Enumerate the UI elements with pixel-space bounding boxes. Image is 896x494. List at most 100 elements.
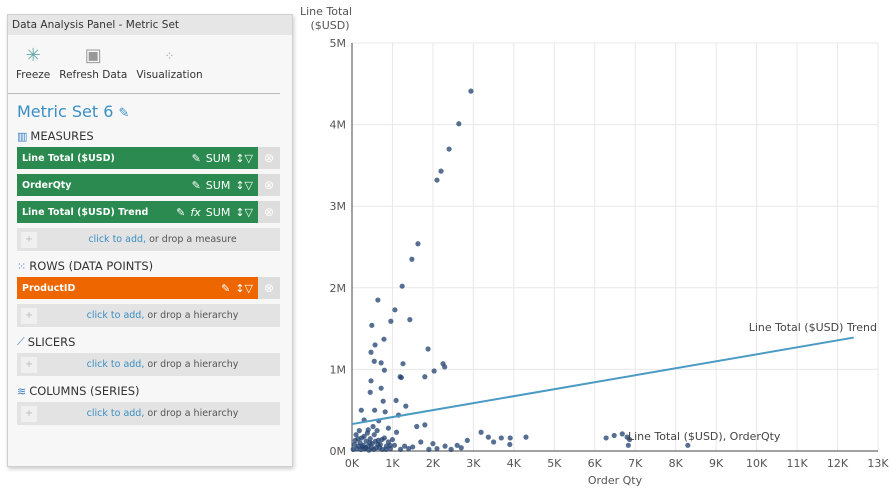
aggregation-label[interactable]: SUM (205, 151, 231, 165)
data-point (367, 436, 373, 442)
data-point (491, 439, 497, 445)
add-measure[interactable]: + click to add, or drop a measure (17, 228, 280, 251)
refresh-label: Refresh Data (59, 69, 128, 81)
scatter-icon: ⁘ (164, 49, 175, 63)
sort-filter-icon[interactable]: ↕▽ (235, 178, 253, 192)
data-point (379, 446, 385, 452)
data-point (438, 168, 444, 174)
data-point (440, 361, 446, 367)
add-slicer[interactable]: + click to add, or drop a hierarchy (17, 353, 280, 376)
freeze-button[interactable]: ✳ Freeze (16, 43, 50, 93)
pencil-icon[interactable]: ✎ (191, 178, 201, 192)
add-hint: or drop a hierarchy (144, 408, 239, 419)
data-point (383, 446, 389, 452)
sort-filter-icon[interactable]: ↕▽ (235, 281, 253, 295)
data-point (366, 447, 372, 453)
pencil-icon[interactable]: ✎ (221, 281, 231, 295)
data-point (418, 439, 424, 445)
remove-icon[interactable]: ⊗ (258, 201, 280, 223)
data-point (371, 432, 377, 438)
refresh-data-button[interactable]: ▣ Refresh Data (59, 43, 127, 93)
refresh-icon: ▣ (84, 45, 102, 66)
data-point (387, 445, 394, 452)
data-point (410, 444, 416, 450)
data-point (375, 437, 381, 443)
measure-chip[interactable]: Line Total ($USD) Trend ✎ fx SUM ↕▽ ⊗ (17, 201, 280, 223)
row-chip-productid[interactable]: ProductID ✎ ↕▽ ⊗ (17, 277, 280, 299)
data-point (371, 446, 377, 452)
visualization-label: Visualization (136, 69, 203, 81)
add-row[interactable]: + click to add, or drop a hierarchy (17, 304, 280, 327)
data-point (619, 431, 625, 437)
data-point (464, 437, 470, 443)
x-tick-label: 2K (426, 457, 441, 470)
data-point (370, 423, 376, 430)
slicers-heading: SLICERS (27, 335, 76, 349)
data-point (371, 358, 377, 364)
data-point (387, 442, 393, 448)
data-point (456, 121, 462, 127)
data-point (442, 443, 448, 449)
data-point (430, 441, 436, 447)
data-point (365, 443, 371, 449)
edit-icon[interactable]: ✎ (118, 106, 130, 121)
data-point (392, 307, 398, 313)
pencil-icon[interactable]: ✎ (191, 151, 201, 165)
data-point (409, 256, 415, 262)
data-point (364, 430, 370, 436)
data-point (351, 441, 358, 448)
data-point (385, 425, 392, 431)
data-point (406, 445, 412, 452)
data-point (425, 346, 431, 352)
slicer-icon: ⟋ (17, 335, 25, 348)
trend-label: Line Total ($USD) Trend (749, 321, 877, 334)
data-point (361, 417, 367, 423)
data-point (369, 322, 375, 328)
panel-title: Data Analysis Panel - Metric Set (8, 15, 292, 35)
visualization-button[interactable]: ⁘ Visualization (136, 43, 202, 93)
add-link[interactable]: click to add, (86, 359, 145, 370)
y-tick-label: 1M (330, 363, 347, 376)
data-point (385, 439, 392, 445)
fx-icon[interactable]: fx (190, 205, 201, 219)
measure-chip[interactable]: Line Total ($USD) ✎ SUM ↕▽ ⊗ (17, 147, 280, 169)
aggregation-label[interactable]: SUM (205, 205, 231, 219)
remove-icon[interactable]: ⊗ (258, 147, 280, 169)
add-link[interactable]: click to add, (86, 408, 145, 419)
data-point (367, 440, 373, 446)
aggregation-label[interactable]: SUM (205, 178, 231, 192)
data-point (422, 374, 428, 380)
sort-filter-icon[interactable]: ↕▽ (235, 205, 253, 219)
sort-filter-icon[interactable]: ↕▽ (235, 151, 253, 165)
add-column[interactable]: + click to add, or drop a hierarchy (17, 402, 280, 425)
data-point (523, 434, 529, 440)
data-point (359, 444, 365, 450)
data-point (454, 442, 460, 448)
data-point (350, 446, 356, 452)
data-point (626, 436, 633, 443)
metric-set-title[interactable]: Metric Set 6 ✎ (8, 94, 292, 121)
data-point (368, 378, 374, 384)
data-point (426, 446, 432, 452)
measure-chip[interactable]: OrderQty ✎ SUM ↕▽ ⊗ (17, 174, 280, 196)
add-link[interactable]: click to add, (86, 310, 145, 321)
pencil-icon[interactable]: ✎ (176, 205, 186, 219)
remove-icon[interactable]: ⊗ (258, 174, 280, 196)
data-point (395, 412, 402, 418)
add-link[interactable]: click to add, (88, 234, 147, 245)
data-point (389, 436, 396, 443)
data-point (352, 437, 358, 443)
row-label: ProductID (22, 282, 76, 294)
data-point (372, 407, 378, 413)
data-point (442, 364, 448, 370)
x-tick-label: 8K (669, 457, 684, 470)
data-point (369, 441, 375, 447)
y-tick-label: 5M (330, 37, 347, 50)
data-point (359, 435, 365, 441)
x-tick-label: 11K (786, 457, 808, 470)
trend-line (351, 336, 854, 426)
remove-icon[interactable]: ⊗ (258, 277, 280, 299)
data-point (431, 368, 437, 374)
x-tick-label: 13K (867, 457, 889, 470)
data-point (611, 432, 617, 439)
